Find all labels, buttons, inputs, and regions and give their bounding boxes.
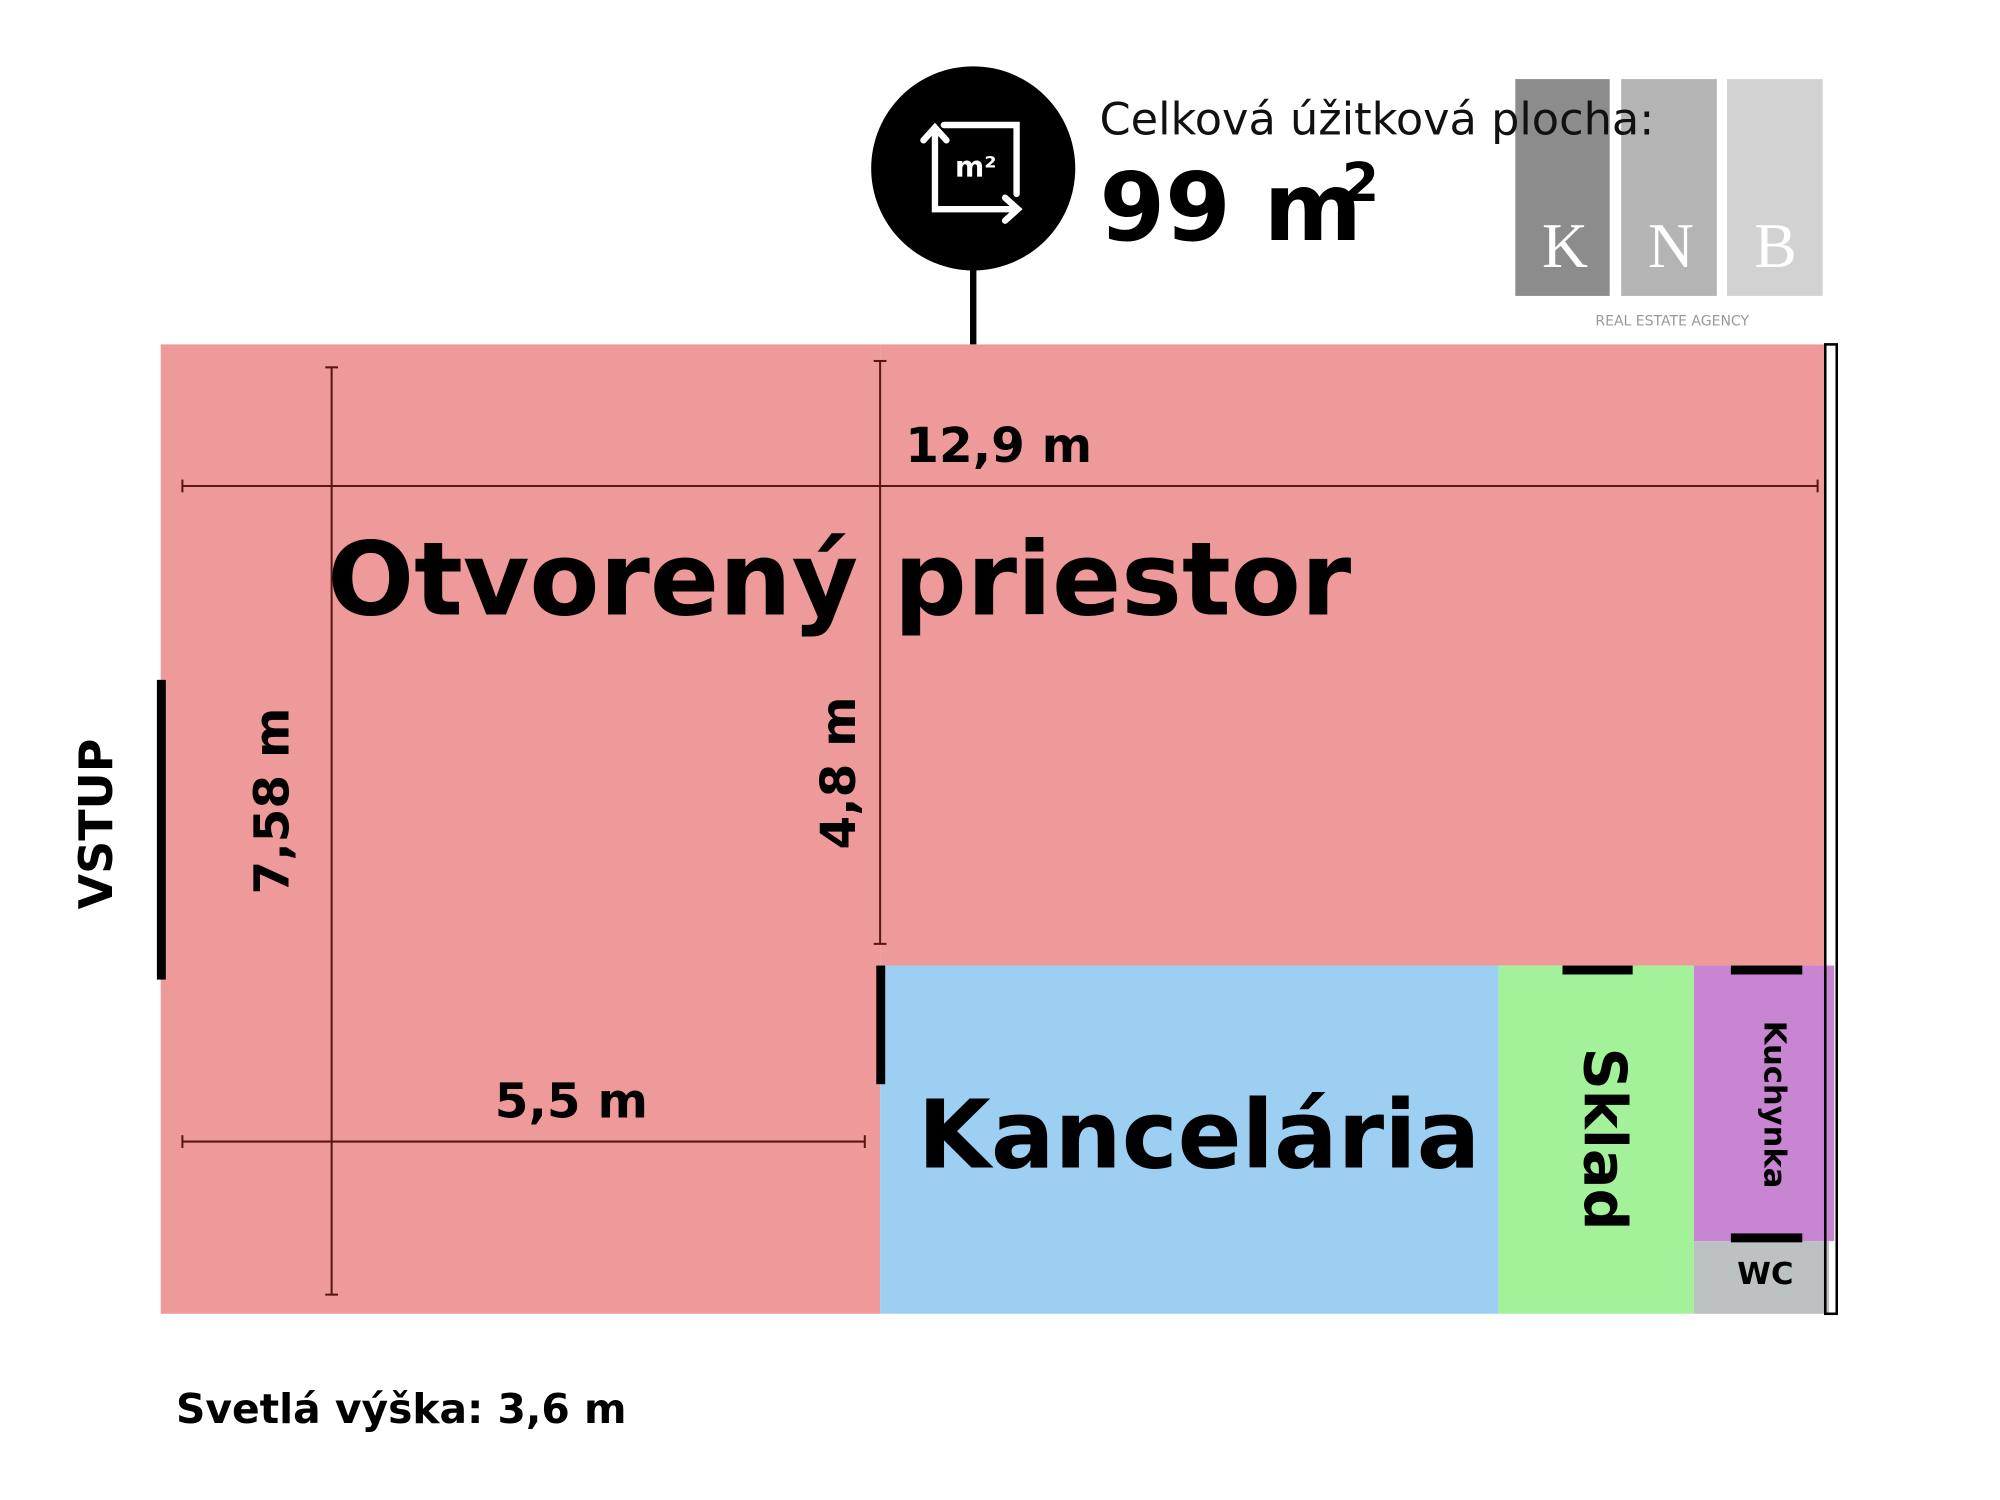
kitchen-area: [1693, 965, 1835, 1242]
footer-note: Svetlá výška: 3,6 m: [176, 1385, 626, 1433]
office-area: [880, 965, 1499, 1314]
room-label: Sklad: [1571, 1048, 1639, 1231]
open-space-area: [880, 344, 1824, 966]
wc-area: [1693, 1241, 1830, 1314]
logo-tagline: REAL ESTATE AGENCY: [1595, 313, 1749, 329]
area-icon: [871, 66, 1076, 271]
door: [1730, 1233, 1803, 1243]
logo-block: [1515, 79, 1610, 296]
logo-letter: B: [1754, 210, 1797, 281]
door: [876, 965, 886, 1085]
entrance-label: VSTUP: [69, 739, 123, 910]
open-space-area: [160, 344, 881, 1314]
room-label: Kancelária: [918, 1080, 1481, 1190]
room-label: WC: [1737, 1257, 1793, 1292]
area-unit-sup: 2: [1342, 151, 1379, 214]
room-label: Kuchynka: [1756, 1021, 1791, 1189]
dimension-lines: [181, 359, 1819, 1296]
icon-label: m²: [955, 150, 997, 183]
logo-letter: K: [1542, 210, 1588, 281]
dimension-label: 12,9 m: [905, 418, 1092, 474]
dimension-label: 4,8 m: [811, 696, 867, 849]
door: [1730, 965, 1803, 975]
door: [1562, 965, 1633, 975]
logo-letter: N: [1648, 210, 1694, 281]
room-label: Otvorený priestor: [327, 521, 1351, 640]
logo-block: [1621, 79, 1717, 296]
area-icon-arrows: [920, 121, 1023, 224]
storage-area: [1498, 965, 1694, 1314]
entrance-door: [156, 679, 166, 980]
dimension-label: 7,58 m: [245, 708, 301, 895]
area-value: 99 m: [1099, 153, 1362, 263]
logo-block: [1727, 79, 1823, 296]
area-label: Celková úžitková plocha:: [1099, 93, 1654, 145]
dimension-label: 5,5 m: [495, 1074, 648, 1130]
wall-outline: [1823, 343, 1839, 1316]
